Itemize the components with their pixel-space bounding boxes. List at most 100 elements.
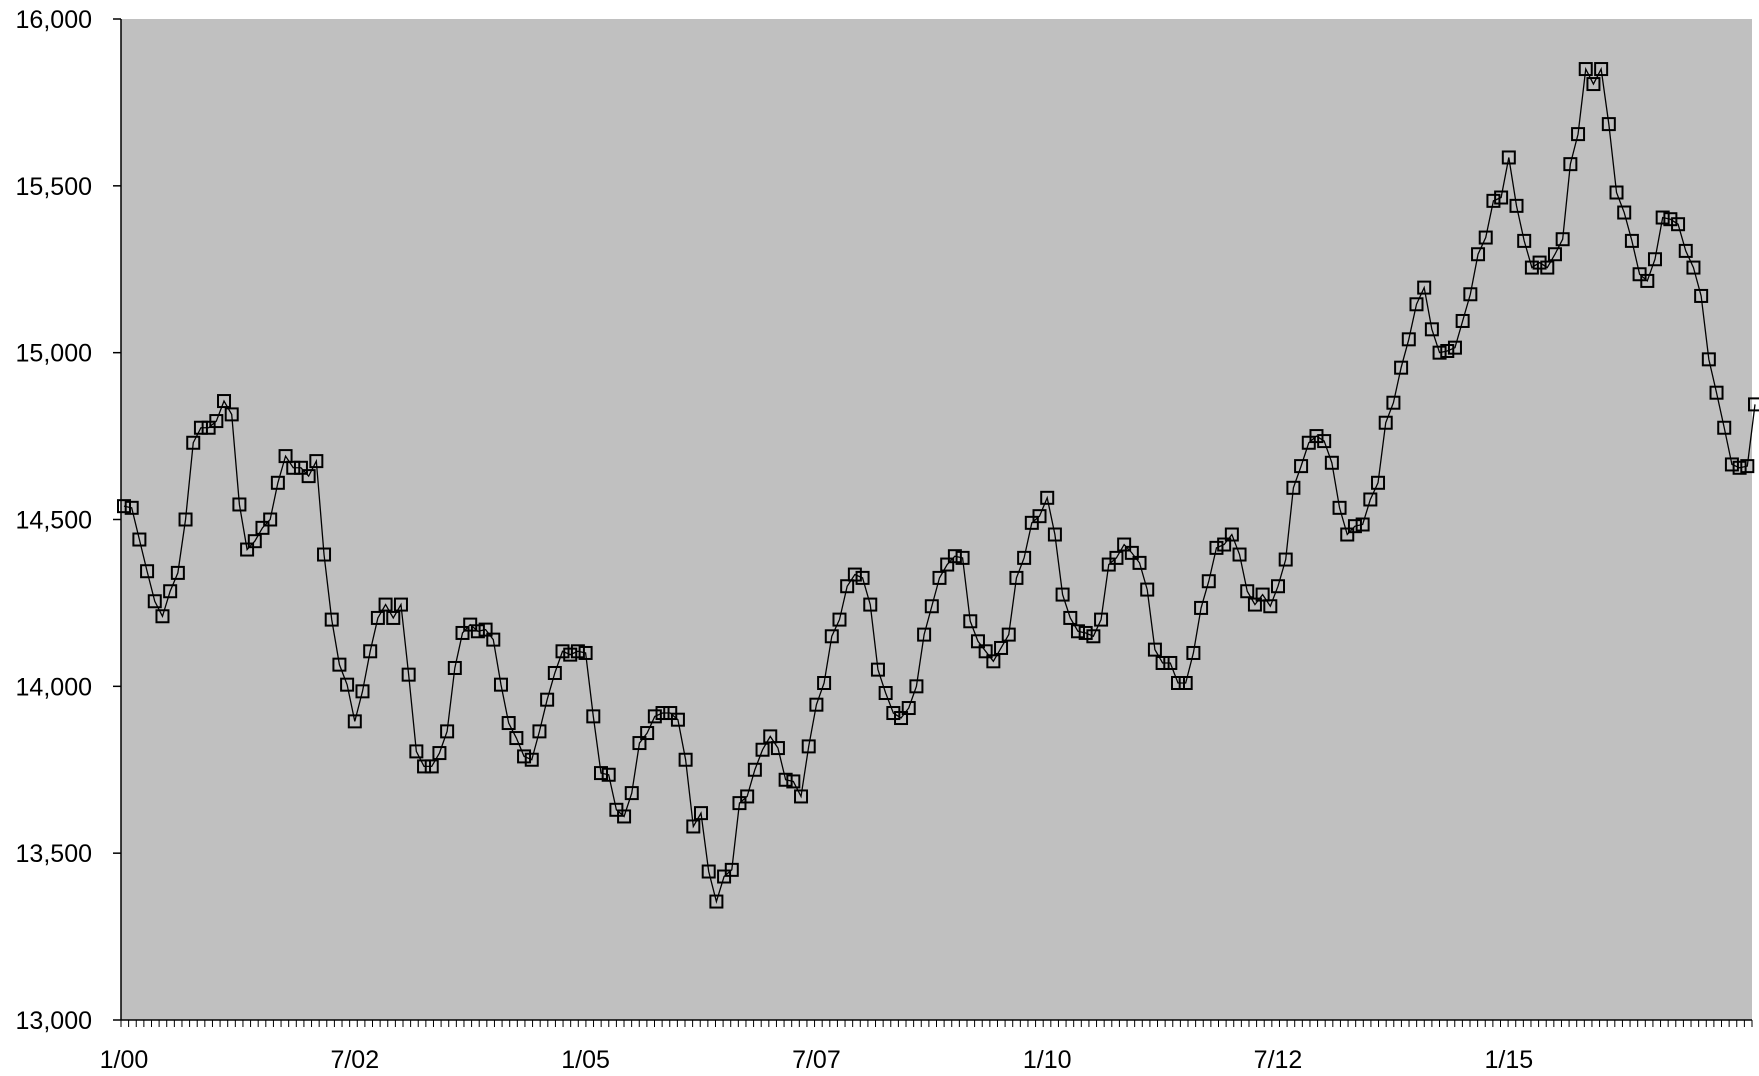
data-point-marker [470,624,485,639]
data-point-marker [817,675,832,690]
data-point-marker [1332,500,1347,515]
data-point-marker [1394,360,1409,375]
data-point-marker [1371,475,1386,490]
data-point-marker [186,435,201,450]
data-point-marker [493,677,508,692]
data-point-marker [1201,574,1216,589]
data-point-marker [778,772,793,787]
data-point-marker [255,520,270,535]
x-tick-label: 1/00 [100,1046,149,1074]
data-point-marker [978,644,993,659]
data-point-marker [809,697,824,712]
data-point-marker [1224,527,1239,542]
data-point-marker [417,759,432,774]
data-point-marker [378,597,393,612]
data-point-marker [917,627,932,642]
x-tick-label: 7/07 [792,1046,841,1074]
data-point-marker [1240,584,1255,599]
data-point-marker [547,665,562,680]
axes [113,18,1753,1027]
data-point-marker [1232,547,1247,562]
data-point-marker [840,579,855,594]
y-axis-labels: 13,000 13,500 14,000 14,500 15,000 15,500 16,0… [16,6,92,1035]
y-tick-label: 13,500 [16,840,92,868]
data-point-marker [486,632,501,647]
data-point-marker [132,532,147,547]
data-point-marker [1740,459,1755,474]
data-point-marker [1540,260,1555,275]
data-point-marker [1447,340,1462,355]
data-point-marker [355,684,370,699]
data-point-marker [1640,273,1655,288]
data-point-marker [694,806,709,821]
data-point-marker [1117,537,1132,552]
data-point-marker [1194,600,1209,615]
data-point-marker [593,766,608,781]
data-point-marker [309,454,324,469]
data-point-marker [178,512,193,527]
data-point-marker [270,475,285,490]
data-point-marker [709,894,724,909]
data-point-marker [963,614,978,629]
data-point-marker [1247,597,1262,612]
y-tick-label: 16,000 [16,6,92,34]
data-point-marker [1078,625,1093,640]
data-point-marker [801,739,816,754]
data-point-marker [509,731,524,746]
data-point-marker [1186,645,1201,660]
data-point-marker [617,809,632,824]
data-point-marker [1717,420,1732,435]
data-point-marker [440,724,455,739]
data-point-marker [424,759,439,774]
data-point-marker [163,584,178,599]
data-point-marker [655,706,670,721]
data-point-marker [1386,395,1401,410]
x-tick-label: 1/15 [1484,1046,1533,1074]
data-point-marker [1055,587,1070,602]
data-point-marker [1586,77,1601,92]
data-point-marker [1032,509,1047,524]
data-point-marker [1655,210,1670,225]
data-point-marker [1378,415,1393,430]
data-point-marker [1571,127,1586,142]
data-point-marker [755,742,770,757]
data-point-marker [1124,545,1139,560]
data-point-marker [947,549,962,564]
data-point-marker [1409,297,1424,312]
data-point-marker [1494,190,1509,205]
data-point-marker [347,714,362,729]
data-point-marker [286,460,301,475]
markers-group [117,62,1759,909]
data-point-marker [501,716,516,731]
data-point-marker [870,662,885,677]
data-point-marker [478,622,493,637]
data-point-marker [1501,150,1516,165]
data-point-marker [1417,280,1432,295]
data-point-marker [409,744,424,759]
data-point-marker [301,469,316,484]
data-point-marker [517,749,532,764]
data-point-marker [1017,550,1032,565]
plot-area [121,19,1752,1020]
data-point-marker [1455,313,1470,328]
data-point-marker [386,610,401,625]
data-point-marker [1155,655,1170,670]
data-point-marker [140,564,155,579]
data-point-marker [970,634,985,649]
data-point-marker [217,394,232,409]
data-point-marker [1355,517,1370,532]
data-point-marker [1109,550,1124,565]
data-point-marker [1286,480,1301,495]
data-point-marker [1709,385,1724,400]
data-point-marker [317,547,332,562]
data-point-marker [1624,233,1639,248]
data-point-marker [340,677,355,692]
data-point-marker [401,667,416,682]
data-point-marker [678,752,693,767]
data-point-marker [986,654,1001,669]
data-point-marker [1478,230,1493,245]
data-point-marker [640,726,655,741]
data-point-marker [1086,629,1101,644]
data-point-marker [1724,457,1739,472]
